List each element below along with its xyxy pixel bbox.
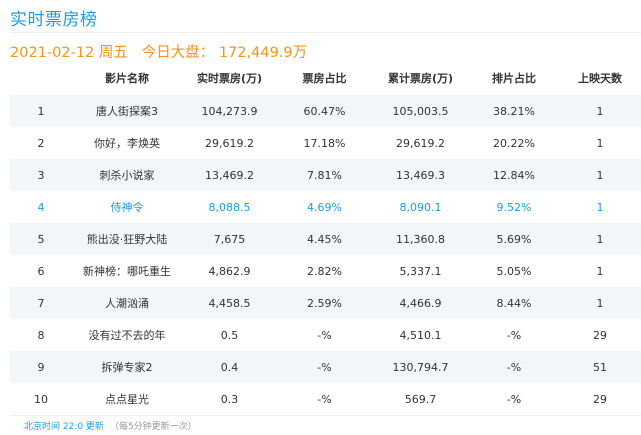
screening-share-cell: -% bbox=[469, 351, 559, 383]
gross-share-cell: 60.47% bbox=[277, 95, 372, 127]
movie-name-cell: 没有过不去的年 bbox=[88, 329, 166, 342]
col-realtime-gross: 实时票房(万) bbox=[182, 61, 277, 95]
movie-name-cell: 刺杀小说家 bbox=[72, 159, 182, 191]
col-days-showing: 上映天数 bbox=[559, 61, 641, 95]
total-gross-cell: 29,619.2 bbox=[396, 136, 445, 150]
movie-name-cell: 你好，李焕英 bbox=[94, 137, 160, 150]
table-row[interactable]: 3 刺杀小说家 13,469.2 7.81% 13,469.3 12.84% 1 bbox=[10, 159, 641, 191]
summary-total-label: 今日大盘： bbox=[141, 45, 215, 61]
realtime-gross-cell: 8,088.5 bbox=[208, 200, 251, 214]
table-row[interactable]: 1 唐人街探案3 104,273.9 60.47% 105,003.5 38.21% 1 bbox=[10, 95, 641, 127]
box-office-table: 影片名称 实时票房(万) 票房占比 累计票房(万) 排片占比 上映天数 1 唐人街… bbox=[10, 61, 641, 416]
total-gross-cell: 569.7 bbox=[372, 383, 469, 416]
rank-cell: 2 bbox=[37, 136, 45, 150]
rank-cell: 3 bbox=[10, 159, 72, 191]
table-row[interactable]: 4 侍神令 8,088.5 4.69% 8,090.1 9.52% 1 bbox=[10, 191, 641, 223]
gross-share-cell: 2.82% bbox=[307, 264, 342, 278]
days-showing-cell: 1 bbox=[559, 287, 641, 319]
screening-share-cell: 9.52% bbox=[496, 200, 532, 214]
col-gross-share: 票房占比 bbox=[277, 61, 372, 95]
realtime-gross-cell: 0.3 bbox=[182, 383, 277, 416]
total-gross-cell: 13,469.3 bbox=[372, 159, 469, 191]
gross-share-cell: 7.81% bbox=[277, 159, 372, 191]
gross-share-cell: 17.18% bbox=[303, 136, 346, 150]
screening-share-cell: 38.21% bbox=[469, 95, 559, 127]
total-gross-cell: 11,360.8 bbox=[372, 223, 469, 255]
movie-name-cell: 唐人街探案3 bbox=[72, 95, 182, 127]
summary-date: 2021-02-12 bbox=[10, 45, 95, 61]
realtime-gross-cell: 29,619.2 bbox=[205, 136, 254, 150]
gross-share-cell: -% bbox=[317, 328, 332, 342]
col-movie-name: 影片名称 bbox=[72, 61, 182, 95]
gross-share-cell: -% bbox=[277, 351, 372, 383]
screening-share-cell: 5.05% bbox=[496, 264, 532, 278]
total-gross-cell: 4,466.9 bbox=[372, 287, 469, 319]
realtime-gross-cell: 4,458.5 bbox=[182, 287, 277, 319]
total-gross-cell: 5,337.1 bbox=[399, 264, 442, 278]
realtime-gross-cell: 0.4 bbox=[182, 351, 277, 383]
movie-name-cell: 人潮汹涌 bbox=[72, 287, 182, 319]
realtime-gross-cell: 4,862.9 bbox=[208, 264, 251, 278]
movie-name-cell: 熊出没·狂野大陆 bbox=[72, 223, 182, 255]
movie-name-cell: 新神榜：哪吒重生 bbox=[83, 265, 171, 278]
realtime-gross-cell: 7,675 bbox=[182, 223, 277, 255]
realtime-gross-cell: 13,469.2 bbox=[182, 159, 277, 191]
screening-share-cell: 5.69% bbox=[469, 223, 559, 255]
days-showing-cell: 51 bbox=[559, 351, 641, 383]
rank-cell: 6 bbox=[37, 264, 45, 278]
screening-share-cell: 20.22% bbox=[493, 136, 535, 150]
gross-share-cell: -% bbox=[277, 383, 372, 416]
rank-cell: 4 bbox=[37, 200, 45, 214]
table-row[interactable]: 10 点点星光 0.3 -% 569.7 -% 29 bbox=[10, 383, 641, 416]
gross-share-cell: 4.45% bbox=[277, 223, 372, 255]
update-footer: 北京时间 22:0 更新 （每5分钟更新一次） bbox=[24, 419, 197, 432]
table-row[interactable]: 6 新神榜：哪吒重生 4,862.9 2.82% 5,337.1 5.05% 1 bbox=[10, 255, 641, 287]
rank-cell: 1 bbox=[10, 95, 72, 127]
rank-cell: 8 bbox=[37, 328, 45, 342]
table-row[interactable]: 7 人潮汹涌 4,458.5 2.59% 4,466.9 8.44% 1 bbox=[10, 287, 641, 319]
col-total-gross: 累计票房(万) bbox=[372, 61, 469, 95]
days-showing-cell: 29 bbox=[559, 383, 641, 416]
realtime-gross-cell: 104,273.9 bbox=[182, 95, 277, 127]
page-title: 实时票房榜 bbox=[10, 10, 98, 30]
total-gross-cell: 130,794.7 bbox=[372, 351, 469, 383]
summary-weekday: 周五 bbox=[98, 45, 128, 61]
total-gross-cell: 105,003.5 bbox=[372, 95, 469, 127]
realtime-gross-cell: 0.5 bbox=[220, 328, 239, 342]
summary-total-value: 172,449.9万 bbox=[218, 45, 308, 61]
title-divider bbox=[10, 32, 641, 33]
days-showing-cell: 29 bbox=[593, 328, 607, 342]
rank-cell: 9 bbox=[10, 351, 72, 383]
update-time: 北京时间 22:0 更新 bbox=[24, 422, 104, 432]
days-showing-cell: 1 bbox=[596, 200, 604, 214]
col-screening-share: 排片占比 bbox=[469, 61, 559, 95]
days-showing-cell: 1 bbox=[559, 95, 641, 127]
table-row[interactable]: 8 没有过不去的年 0.5 -% 4,510.1 -% 29 bbox=[10, 319, 641, 351]
col-rank bbox=[10, 61, 72, 95]
days-showing-cell: 1 bbox=[596, 264, 604, 278]
update-note: （每5分钟更新一次） bbox=[109, 422, 197, 432]
days-showing-cell: 1 bbox=[559, 223, 641, 255]
movie-name-cell: 拆弹专家2 bbox=[72, 351, 182, 383]
gross-share-cell: 2.59% bbox=[277, 287, 372, 319]
gross-share-cell: 4.69% bbox=[307, 200, 342, 214]
table-row[interactable]: 9 拆弹专家2 0.4 -% 130,794.7 -% 51 bbox=[10, 351, 641, 383]
total-gross-cell: 4,510.1 bbox=[399, 328, 442, 342]
screening-share-cell: -% bbox=[469, 383, 559, 416]
table-row[interactable]: 2 你好，李焕英 29,619.2 17.18% 29,619.2 20.22% 1 bbox=[10, 127, 641, 159]
days-showing-cell: 1 bbox=[596, 136, 604, 150]
screening-share-cell: -% bbox=[506, 328, 522, 342]
screening-share-cell: 8.44% bbox=[469, 287, 559, 319]
movie-name-cell: 侍神令 bbox=[110, 201, 144, 214]
daily-summary: 2021-02-12 周五 今日大盘： 172,449.9万 bbox=[10, 41, 307, 62]
rank-cell: 10 bbox=[10, 383, 72, 416]
movie-name-cell: 点点星光 bbox=[72, 383, 182, 416]
table-row[interactable]: 5 熊出没·狂野大陆 7,675 4.45% 11,360.8 5.69% 1 bbox=[10, 223, 641, 255]
screening-share-cell: 12.84% bbox=[469, 159, 559, 191]
total-gross-cell: 8,090.1 bbox=[399, 200, 442, 214]
days-showing-cell: 1 bbox=[559, 159, 641, 191]
rank-cell: 5 bbox=[10, 223, 72, 255]
table-header-row: 影片名称 实时票房(万) 票房占比 累计票房(万) 排片占比 上映天数 bbox=[10, 61, 641, 95]
rank-cell: 7 bbox=[10, 287, 72, 319]
